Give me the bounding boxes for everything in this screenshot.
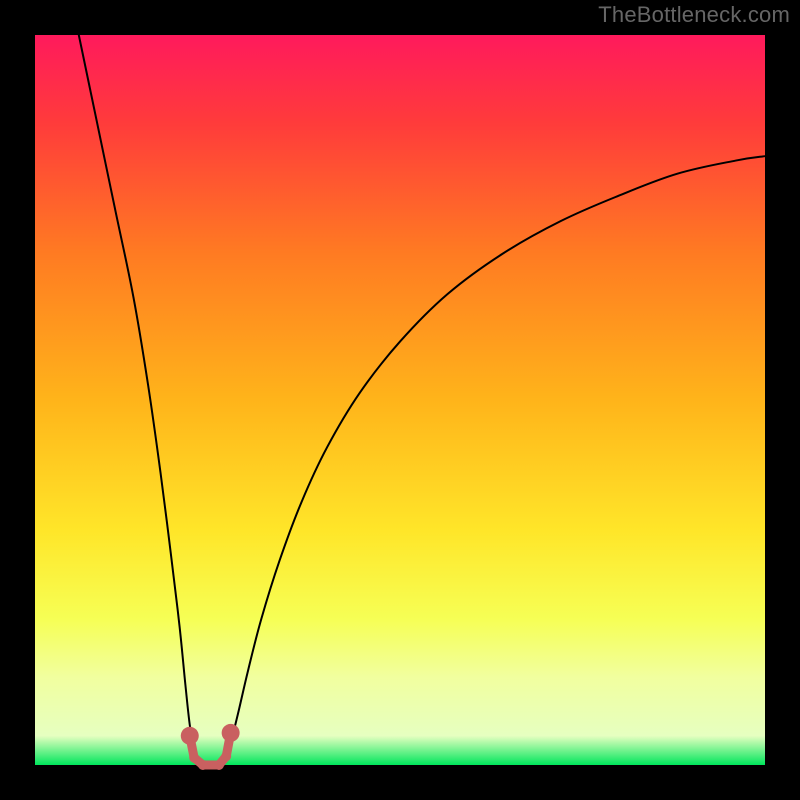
- watermark-text: TheBottleneck.com: [598, 2, 790, 28]
- valley-cluster-dot: [181, 727, 199, 745]
- valley-cluster-dot: [189, 753, 199, 763]
- valley-cluster-dot: [198, 760, 208, 770]
- valley-cluster-dot: [214, 760, 224, 770]
- chart-gradient-background: [35, 35, 765, 765]
- valley-cluster-dot: [221, 751, 231, 761]
- valley-cluster-dot: [222, 724, 240, 742]
- bottleneck-curve-chart: [0, 0, 800, 800]
